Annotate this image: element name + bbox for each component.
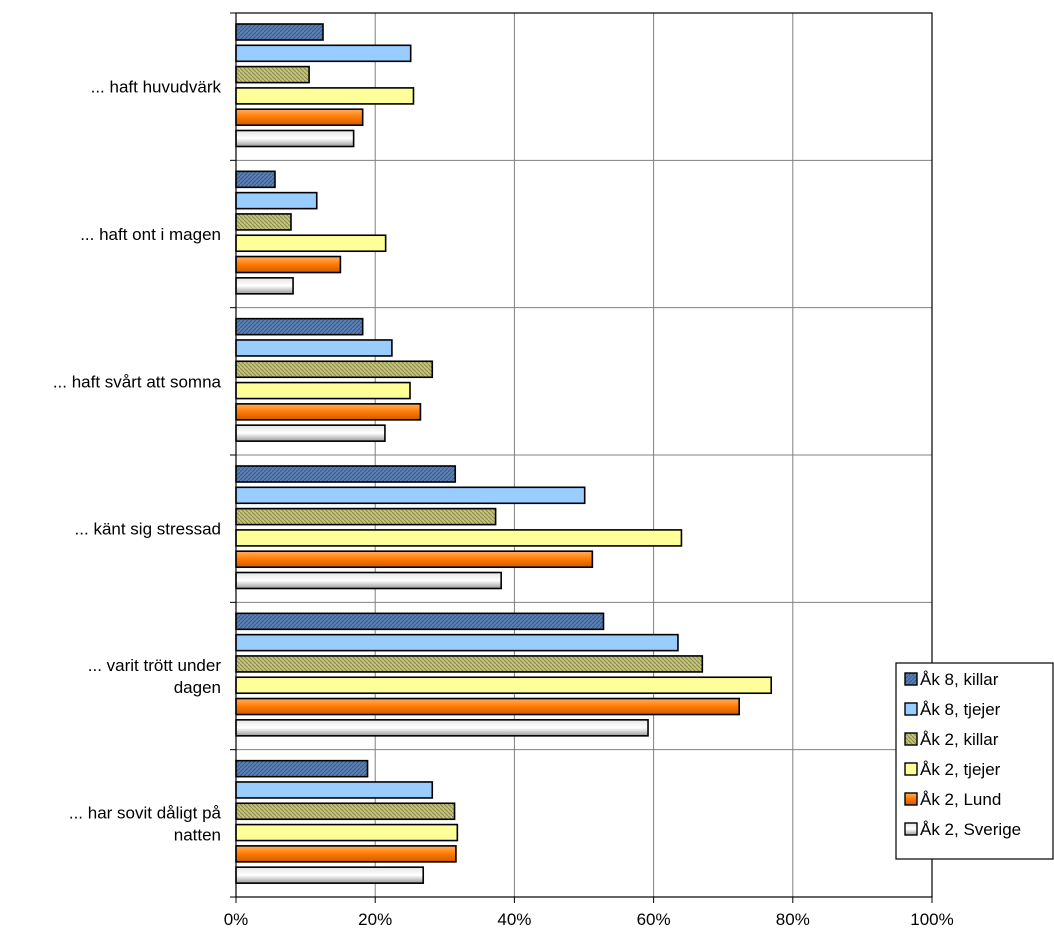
category-label: ... har sovit dåligt på <box>69 803 222 822</box>
bar <box>235 465 457 483</box>
bar <box>235 759 369 778</box>
category-separators <box>236 159 932 751</box>
legend-box <box>895 662 1054 860</box>
bar <box>235 170 276 189</box>
bar <box>235 486 586 505</box>
bar <box>235 802 456 821</box>
axes <box>230 12 933 903</box>
bar <box>235 697 741 716</box>
bar <box>235 191 318 210</box>
bar <box>235 612 605 631</box>
legend-label: Åk 2, killar <box>920 730 999 749</box>
bar <box>235 234 387 253</box>
category-label: ... haft svårt att somna <box>53 372 222 391</box>
bar <box>235 655 704 673</box>
legend-swatch <box>904 702 918 716</box>
legend-swatch <box>904 792 918 806</box>
x-tick-label: 60% <box>637 910 671 929</box>
bar <box>235 507 497 526</box>
bar <box>235 845 457 863</box>
legend: Åk 8, killar Åk 8, tjejer Åk 2, killar Åk 2… <box>895 662 1054 860</box>
category-label: ... haft huvudvärk <box>91 78 222 97</box>
bar <box>235 381 411 400</box>
category-label: dagen <box>174 678 221 697</box>
x-tick-label: 20% <box>358 910 392 929</box>
bar <box>235 87 415 105</box>
bar <box>235 44 412 63</box>
category-labels: ... haft huvudvärk ... haft ont i magen..… <box>53 78 222 845</box>
bar <box>235 403 422 421</box>
bar <box>235 277 294 295</box>
bar <box>235 866 425 884</box>
category-label: ... varit trött under <box>88 656 222 675</box>
bar <box>235 550 594 569</box>
legend-swatch <box>904 672 918 686</box>
bars <box>235 23 773 884</box>
legend-label: Åk 2, tjejer <box>920 760 1001 779</box>
bar <box>235 339 393 357</box>
category-label: ... haft ont i magen <box>80 225 221 244</box>
x-tick-label: 40% <box>497 910 531 929</box>
bar <box>235 108 364 126</box>
legend-label: Åk 2, Lund <box>920 790 1001 809</box>
legend-swatch <box>904 822 918 836</box>
legend-label: Åk 8, tjejer <box>920 700 1001 719</box>
x-tick-label: 80% <box>776 910 810 929</box>
legend-swatch <box>904 732 918 746</box>
legend-label: Åk 2, Sverige <box>920 820 1021 839</box>
category-label: ... känt sig stressad <box>75 520 221 539</box>
bar <box>235 781 434 799</box>
bar <box>235 65 310 84</box>
bar <box>235 213 292 231</box>
bar <box>235 129 355 148</box>
bar <box>235 424 386 442</box>
legend-swatch <box>904 762 918 776</box>
bar <box>235 255 342 274</box>
bar <box>235 23 324 41</box>
bar <box>235 719 649 737</box>
bar <box>235 317 364 336</box>
bar <box>235 823 459 842</box>
bar <box>235 360 434 379</box>
category-label: natten <box>174 825 221 844</box>
x-tick-label: 0% <box>224 910 249 929</box>
x-tick-label: 100% <box>910 910 953 929</box>
bar <box>235 529 683 547</box>
bar <box>235 571 502 590</box>
legend-label: Åk 8, killar <box>920 670 999 689</box>
bar <box>235 676 773 695</box>
bar <box>235 633 679 652</box>
x-tick-labels: 0% 20% 40% 60% 80% 100% <box>224 910 954 929</box>
